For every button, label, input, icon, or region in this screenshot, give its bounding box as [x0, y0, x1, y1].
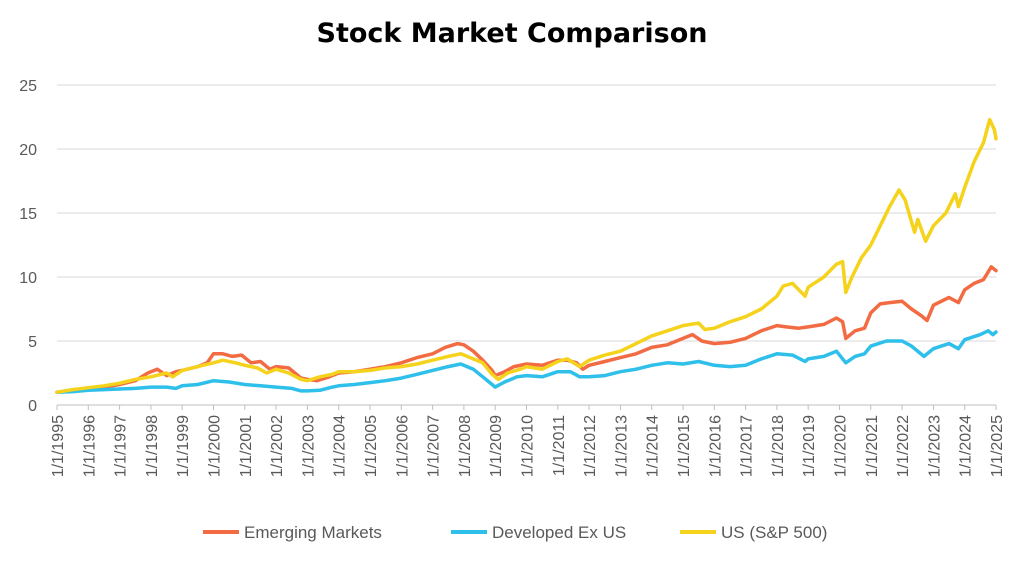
- x-tick-label: 1/1/2004: [332, 415, 349, 477]
- y-axis: 0 5 10 15 20 25: [19, 78, 37, 415]
- x-tick-label: 1/1/2018: [770, 415, 787, 477]
- series-lines: [55, 117, 998, 394]
- x-tick-label: 1/1/2009: [488, 415, 505, 477]
- y-tick-label: 0: [28, 398, 37, 415]
- x-tick-label: 1/1/2023: [926, 415, 943, 477]
- x-tick-label: 1/1/2015: [676, 415, 693, 477]
- x-tick-label: 1/1/2022: [895, 415, 912, 477]
- series-line-2: [55, 117, 998, 394]
- x-tick-label: 1/1/2001: [238, 415, 255, 477]
- x-tick-label: 1/1/2010: [520, 415, 537, 477]
- series-line-0: [55, 265, 998, 394]
- x-tick-label: 1/1/2020: [833, 415, 850, 477]
- y-tick-label: 10: [19, 270, 37, 287]
- y-tick-label: 5: [28, 334, 37, 351]
- x-tick-label: 1/1/1997: [113, 415, 130, 477]
- x-tick-label: 1/1/2025: [989, 415, 1006, 477]
- x-tick-label: 1/1/2013: [613, 415, 630, 477]
- x-tick-label: 1/1/2002: [269, 415, 286, 477]
- x-tick-label: 1/1/1996: [81, 415, 98, 477]
- y-tick-label: 15: [19, 206, 37, 223]
- x-tick-label: 1/1/2006: [394, 415, 411, 477]
- x-tick-label: 1/1/1995: [50, 415, 67, 477]
- x-tick-label: 1/1/2017: [739, 415, 756, 477]
- legend-label: Emerging Markets: [244, 523, 382, 542]
- x-tick-label: 1/1/2011: [551, 415, 568, 476]
- x-tick-label: 1/1/1999: [175, 415, 192, 477]
- x-tick-label: 1/1/2000: [207, 415, 224, 477]
- x-tick-label: 1/1/2005: [363, 415, 380, 477]
- chart-title: Stock Market Comparison: [316, 18, 708, 49]
- x-tick-label: 1/1/2012: [582, 415, 599, 477]
- series-line-1: [55, 329, 998, 394]
- x-tick-label: 1/1/2007: [426, 415, 443, 477]
- legend-label: Developed Ex US: [492, 523, 626, 542]
- x-axis: 1/1/1995 1/1/1996 1/1/1997 1/1/1998 1/1/1999…: [50, 405, 1006, 477]
- x-tick-label: 1/1/2024: [958, 415, 975, 477]
- x-tick-label: 1/1/2021: [864, 415, 881, 477]
- x-tick-label: 1/1/1998: [144, 415, 161, 477]
- x-tick-label: 1/1/2003: [300, 415, 317, 477]
- x-tick-label: 1/1/2008: [457, 415, 474, 477]
- legend: Emerging Markets Developed Ex US US (S&P 5…: [203, 523, 827, 542]
- x-tick-label: 1/1/2019: [801, 415, 818, 477]
- legend-label: US (S&P 500): [721, 523, 827, 542]
- x-tick-label: 1/1/2014: [645, 415, 662, 477]
- y-tick-label: 20: [19, 142, 37, 159]
- y-tick-label: 25: [19, 78, 37, 95]
- x-tick-label: 1/1/2016: [707, 415, 724, 477]
